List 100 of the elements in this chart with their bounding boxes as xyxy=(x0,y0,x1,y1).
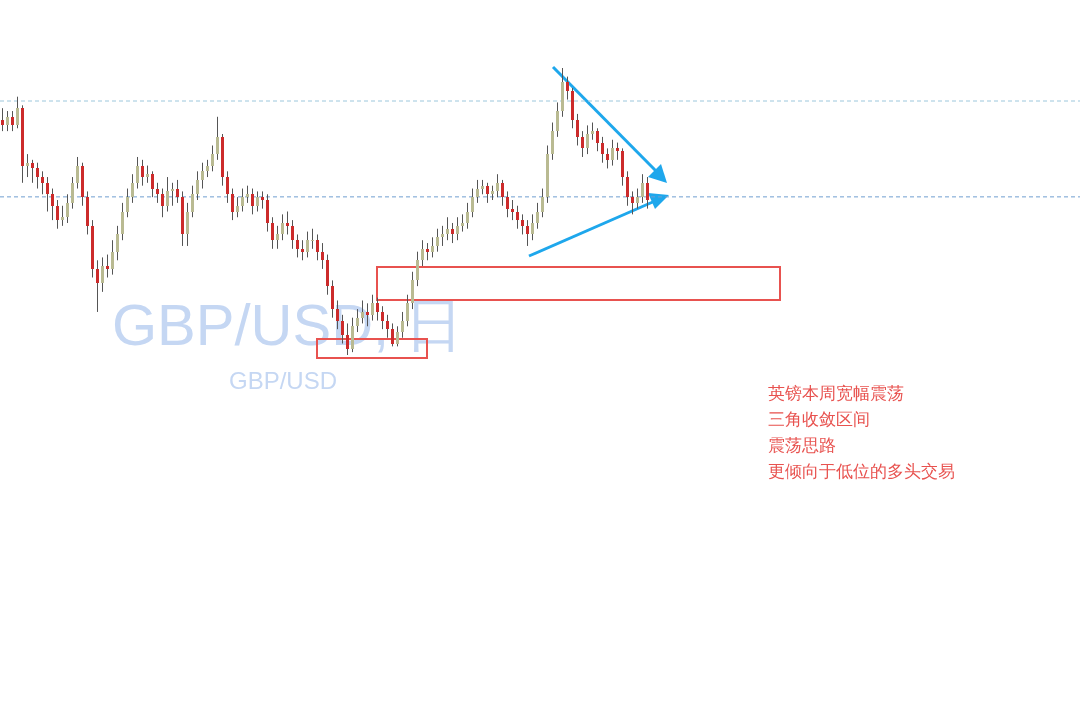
candlestick xyxy=(586,124,589,155)
candlestick xyxy=(211,144,214,172)
candlestick xyxy=(496,173,499,198)
candlestick xyxy=(161,188,164,218)
candlestick xyxy=(11,110,14,132)
candlestick xyxy=(391,322,394,347)
candlestick xyxy=(26,153,29,178)
candlestick xyxy=(626,170,629,207)
text: 英镑本周宽幅震荡 xyxy=(768,383,905,405)
candlestick xyxy=(641,173,644,204)
candlestick xyxy=(451,222,454,244)
candlestick xyxy=(646,176,649,210)
candlestick xyxy=(421,239,424,267)
candlestick xyxy=(301,239,304,261)
candlestick xyxy=(96,259,99,313)
candlestick xyxy=(526,219,529,247)
candlestick xyxy=(466,202,469,230)
text: 更倾向于低位的多头交易 xyxy=(768,461,955,483)
candlestick xyxy=(156,182,159,204)
candlestick xyxy=(476,179,479,204)
candlestick xyxy=(61,205,64,227)
candlestick xyxy=(406,294,409,327)
candlestick xyxy=(596,127,599,152)
candlestick xyxy=(176,179,179,204)
candlestick xyxy=(436,228,439,253)
candlestick xyxy=(311,228,314,250)
candlestick xyxy=(6,110,9,132)
candlestick xyxy=(581,130,584,158)
candlestick xyxy=(296,233,299,258)
candlestick xyxy=(306,231,309,258)
candlestick xyxy=(41,170,44,195)
candlestick xyxy=(281,213,284,241)
candlestick xyxy=(121,202,124,241)
candlestick xyxy=(276,225,279,250)
candlestick xyxy=(431,236,434,258)
candlestick xyxy=(516,205,519,230)
candlestick xyxy=(66,193,69,224)
candlestick xyxy=(636,188,639,210)
candlestick xyxy=(291,219,294,250)
candlestick xyxy=(171,182,174,207)
candlestick xyxy=(166,176,169,212)
candlestick xyxy=(106,254,109,279)
candlestick xyxy=(256,190,259,212)
candlestick xyxy=(126,188,129,218)
candlestick xyxy=(56,199,59,230)
candlestick xyxy=(506,190,509,218)
candlestick xyxy=(511,199,514,221)
candlestick xyxy=(241,188,244,212)
candlestick xyxy=(566,76,569,101)
candlestick xyxy=(231,188,234,221)
candlestick xyxy=(396,325,399,347)
candlestick xyxy=(541,188,544,218)
candlestick xyxy=(76,156,79,190)
candlestick xyxy=(116,225,119,261)
candlestick xyxy=(536,202,539,230)
candlestick xyxy=(236,196,239,218)
candlestick xyxy=(631,190,634,215)
candlestick xyxy=(201,162,204,190)
candlestick xyxy=(186,202,189,247)
candlestick xyxy=(321,242,324,270)
candlestick xyxy=(286,211,289,235)
candlestick xyxy=(1,107,4,132)
candlestick xyxy=(196,170,199,201)
candlestick xyxy=(611,139,614,167)
candlestick xyxy=(411,271,414,310)
candlestick xyxy=(521,213,524,235)
candlestick xyxy=(416,251,419,287)
candlestick xyxy=(131,173,134,204)
candlestick xyxy=(556,101,559,138)
candlestick xyxy=(191,185,194,218)
candlestick xyxy=(551,122,554,161)
text: 震荡思路 xyxy=(768,435,837,457)
candlestick xyxy=(36,162,39,190)
candlestick xyxy=(271,216,274,250)
candlestick xyxy=(226,170,229,204)
candlestick xyxy=(101,256,104,293)
candlestick xyxy=(501,179,504,207)
candlestick xyxy=(601,136,604,164)
text: GBP/USD xyxy=(229,367,338,394)
candlestick xyxy=(251,188,254,215)
candlestick xyxy=(441,225,444,247)
candlestick xyxy=(471,188,474,218)
text: 三角收敛区间 xyxy=(768,409,871,431)
candlestick xyxy=(266,193,269,233)
candlestick xyxy=(316,233,319,261)
candlestick xyxy=(151,170,154,198)
candlestick xyxy=(51,188,54,221)
candlestick xyxy=(46,176,49,212)
candlestick xyxy=(31,159,34,184)
candlestick xyxy=(216,116,219,161)
candlestick xyxy=(401,311,404,339)
candlestick xyxy=(71,176,74,210)
candlestick xyxy=(486,182,489,204)
candlestick xyxy=(446,216,449,241)
candlestick xyxy=(16,96,19,129)
candlestick xyxy=(111,239,114,276)
candlestick xyxy=(136,156,139,190)
candlestick xyxy=(576,113,579,146)
candlestick xyxy=(531,213,534,241)
candlestick xyxy=(456,216,459,241)
